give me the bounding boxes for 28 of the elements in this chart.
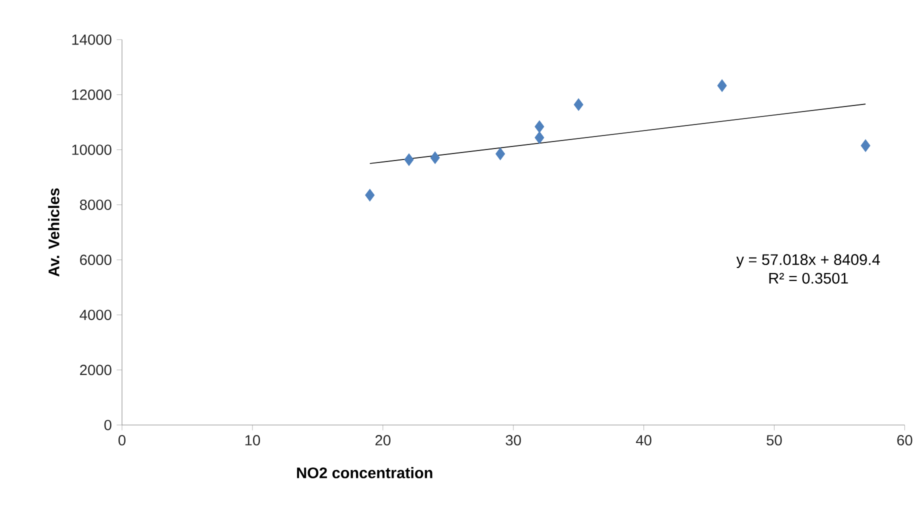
point [496,148,506,160]
x-tick-label: 40 [636,435,652,446]
y-tick-label: 2000 [80,364,112,376]
point [534,131,544,144]
y-tick-label: 6000 [80,254,112,266]
point [404,153,414,166]
x-tick-label: 30 [506,435,521,446]
y-tick-label: 10000 [72,144,112,155]
x-tick-label: 0 [118,435,126,446]
point [860,139,870,152]
point [717,79,727,92]
y-tick-label: 12000 [72,90,112,100]
annotation: y = 57.018x + 8409.4 [736,254,880,268]
y-tick-label: 14000 [72,34,112,45]
x-axis-title: NO2 concentration [297,467,432,478]
x-tick-label: 10 [245,435,260,446]
point [574,98,584,111]
y-tick-label: 8000 [80,200,112,210]
x-tick-label: 20 [375,435,390,446]
point [534,120,544,133]
point [430,151,440,164]
y-tick-label: 0 [104,420,112,430]
annotation: R² = 0.3501 [769,272,848,284]
point [365,188,375,202]
y-axis-title: Av. Vehicles [48,188,60,277]
x-tick-label: 50 [766,435,782,446]
y-tick-label: 4000 [80,310,112,320]
x-tick-label: 60 [897,435,912,446]
